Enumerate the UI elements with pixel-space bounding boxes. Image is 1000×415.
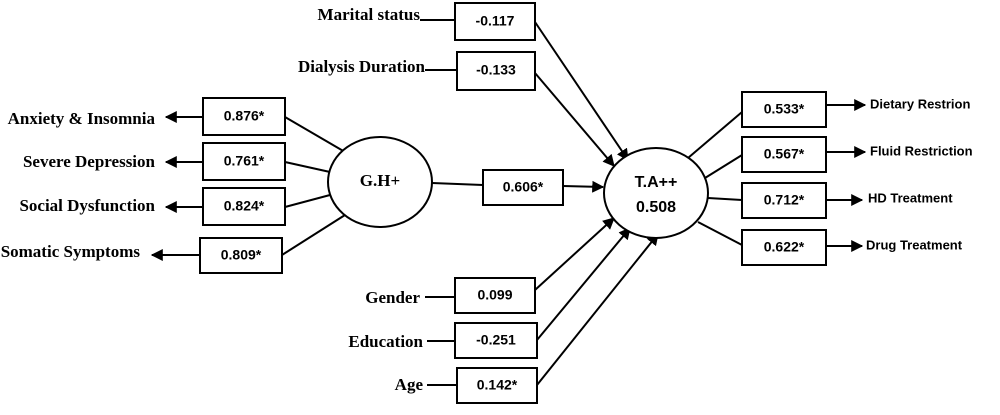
arrow [562, 180, 605, 193]
arrow [534, 72, 615, 167]
latent-label: T.A++ [635, 174, 678, 191]
path-line [281, 214, 346, 256]
loading-box [741, 136, 827, 173]
path-line [707, 197, 743, 201]
latent-ta [603, 147, 709, 239]
loading: 0.533* [764, 101, 805, 117]
loading-box [202, 142, 286, 181]
indicator-label: HD Treatment [868, 190, 953, 205]
loading-box [202, 187, 286, 226]
arrow [534, 217, 615, 291]
path-line [687, 111, 743, 159]
arrow [536, 233, 659, 386]
path-line [284, 194, 331, 208]
coefficient-box [482, 169, 564, 206]
indicator-label: Drug Treatment [866, 237, 963, 252]
path-line [704, 154, 743, 179]
loading: 0.761* [224, 153, 265, 169]
coefficient-box [456, 367, 538, 404]
predictor-label: Dialysis Duration [298, 57, 426, 76]
loading-box [741, 182, 827, 219]
latent-gh [327, 136, 433, 228]
predictor-label: Education [348, 332, 423, 351]
coefficient-box [454, 277, 536, 314]
loading-box [199, 237, 283, 274]
coefficient: 0.606* [503, 179, 544, 195]
coefficient: -0.133 [476, 62, 516, 78]
path-line [284, 161, 331, 173]
coefficient: 0.142* [477, 377, 518, 393]
loading: 0.567* [764, 146, 805, 162]
loading: 0.809* [221, 247, 262, 263]
indicator-label: Anxiety & Insomnia [8, 109, 156, 128]
loading: 0.622* [764, 239, 805, 255]
gh-indicators: Anxiety & Insomnia Severe Depression Soc… [1, 97, 346, 274]
loading: 0.876* [224, 108, 265, 124]
coefficient: -0.117 [476, 13, 515, 29]
path-line [697, 221, 743, 246]
predictor-label: Gender [365, 288, 420, 307]
loading-box [741, 91, 827, 128]
coefficient-box [454, 2, 536, 41]
loading: 0.712* [764, 192, 805, 208]
latent-label: G.H+ [360, 171, 400, 190]
ta-indicators: 0.533* 0.567* 0.712* 0.622* Dietary Rest… [687, 91, 973, 266]
arrow [536, 227, 631, 341]
indicator-label: Social Dysfunction [19, 196, 155, 215]
coefficient-box [454, 322, 538, 359]
predictors: Marital status Dialysis Duration Gender … [298, 2, 659, 404]
indicator-label: Severe Depression [23, 152, 156, 171]
r-squared: 0.508 [636, 199, 676, 216]
predictor-label: Marital status [318, 5, 421, 24]
loading-box [202, 97, 286, 136]
path-line [284, 116, 346, 153]
arrow [534, 21, 629, 161]
indicator-label: Dietary Restrion [870, 96, 970, 111]
indicator-label: Fluid Restriction [870, 143, 973, 158]
coefficient: -0.251 [476, 332, 516, 348]
loading-box [741, 229, 827, 266]
indicator-label: Somatic Symptoms [1, 242, 141, 261]
loading: 0.824* [224, 198, 265, 214]
coefficient-box [456, 51, 536, 91]
path-line [431, 182, 484, 186]
coefficient: 0.099 [477, 287, 512, 303]
predictor-label: Age [395, 375, 424, 394]
